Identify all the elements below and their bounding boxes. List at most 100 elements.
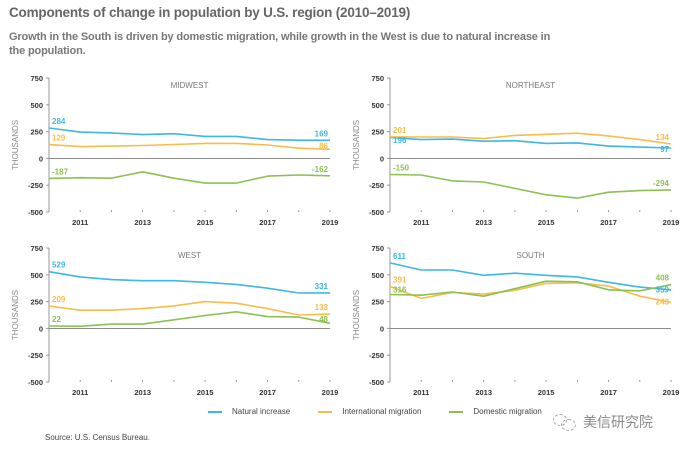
chart-subtitle: Growth in the South is driven by domesti… bbox=[9, 31, 551, 57]
northeast-x-tick-label: 2011 bbox=[413, 218, 429, 227]
west-x-tick-label: 2011 bbox=[72, 388, 88, 397]
midwest-y-tick-label: 0 bbox=[39, 154, 43, 163]
midwest-x-tick-label: 2011 bbox=[72, 218, 88, 227]
south-line-domestic-migration bbox=[389, 280, 672, 298]
midwest-end-label-international-migration: 86 bbox=[319, 141, 328, 150]
legend-swatch-domestic-migration bbox=[449, 410, 464, 413]
legend-swatch-natural-increase bbox=[208, 410, 222, 413]
watermark-text: 美信研究院 bbox=[583, 414, 653, 430]
midwest-line-domestic-migration bbox=[48, 171, 331, 184]
south-start-label-domestic-migration: 316 bbox=[393, 285, 407, 294]
south-x-tick-label: 2015 bbox=[538, 388, 555, 397]
west-start-label-domestic-migration: 22 bbox=[52, 315, 61, 324]
west-y-axis-title: THOUSANDS bbox=[11, 290, 20, 340]
northeast-x-tick-label: 2013 bbox=[475, 218, 492, 227]
legend-swatch-international-migration bbox=[318, 410, 333, 413]
northeast-y-tick-label: -500 bbox=[369, 208, 384, 217]
northeast-y-tick-label: 500 bbox=[371, 101, 384, 110]
south-end-label-international-migration: 243 bbox=[656, 298, 670, 307]
northeast-end-label-natural-increase: 97 bbox=[660, 145, 669, 154]
midwest-start-label-international-migration: 129 bbox=[52, 134, 66, 143]
south-line-natural-increase bbox=[389, 262, 672, 291]
northeast-x-tick-label: 2015 bbox=[538, 218, 555, 227]
west-end-label-natural-increase: 331 bbox=[315, 282, 329, 291]
midwest-y-tick-label: 750 bbox=[30, 74, 43, 83]
northeast-y-tick-label: 250 bbox=[371, 128, 384, 137]
northeast-line-natural-increase bbox=[389, 136, 672, 149]
northeast-x-tick-label: 2017 bbox=[600, 218, 617, 227]
northeast-line-domestic-migration bbox=[389, 173, 672, 199]
midwest-start-label-domestic-migration: -187 bbox=[52, 167, 69, 176]
wechat-icon bbox=[553, 414, 576, 431]
midwest-y-tick-label: 250 bbox=[30, 128, 43, 137]
midwest-line-natural-increase bbox=[48, 127, 331, 142]
midwest-x-tick-label: 2013 bbox=[134, 218, 151, 227]
west-panel-title: WEST bbox=[178, 251, 201, 260]
northeast-start-label-natural-increase: 196 bbox=[393, 136, 407, 145]
legend-item-domestic-migration: Domestic migration bbox=[449, 407, 542, 416]
west-y-tick-label: 0 bbox=[39, 324, 43, 333]
northeast-start-label-international-migration: 201 bbox=[393, 126, 407, 135]
south-y-tick-label: 750 bbox=[371, 244, 384, 253]
northeast-start-label-domestic-migration: -150 bbox=[393, 163, 410, 172]
west-y-tick-label: -250 bbox=[28, 351, 43, 360]
west-x-tick-label: 2015 bbox=[197, 388, 214, 397]
chart-title: Components of change in population by U.… bbox=[9, 5, 411, 20]
west-line-natural-increase bbox=[48, 270, 331, 294]
northeast-y-tick-label: 0 bbox=[380, 154, 384, 163]
west-x-tick-label: 2013 bbox=[134, 388, 151, 397]
south-start-label-natural-increase: 611 bbox=[393, 252, 406, 261]
south-y-tick-label: -250 bbox=[369, 351, 384, 360]
south-end-label-domestic-migration: 408 bbox=[656, 274, 670, 283]
northeast-line-international-migration bbox=[389, 132, 672, 145]
south-x-tick-label: 2013 bbox=[475, 388, 492, 397]
west-y-tick-label: 500 bbox=[30, 271, 43, 280]
west-start-label-natural-increase: 529 bbox=[52, 261, 66, 270]
midwest-y-tick-label: 500 bbox=[30, 101, 43, 110]
midwest-y-tick-label: -250 bbox=[28, 181, 43, 190]
west-y-tick-label: 250 bbox=[30, 298, 43, 307]
legend: Natural increase International migration… bbox=[208, 407, 542, 416]
midwest-start-label-natural-increase: 284 bbox=[52, 117, 66, 126]
south-y-tick-label: 500 bbox=[371, 271, 384, 280]
south-x-tick-label: 2019 bbox=[663, 388, 680, 397]
source-note: Source: U.S. Census Bureau. bbox=[45, 433, 150, 442]
northeast-y-tick-label: 750 bbox=[371, 74, 384, 83]
west-x-tick-label: 2019 bbox=[322, 388, 339, 397]
legend-label: Natural increase bbox=[232, 407, 291, 416]
south-x-tick-label: 2011 bbox=[413, 388, 429, 397]
south-panel-title: SOUTH bbox=[517, 251, 545, 260]
midwest-x-tick-label: 2017 bbox=[259, 218, 276, 227]
northeast-x-tick-label: 2019 bbox=[663, 218, 680, 227]
legend-label: International migration bbox=[342, 407, 422, 416]
south-end-label-natural-increase: 359 bbox=[656, 286, 670, 295]
midwest-line-international-migration bbox=[48, 142, 331, 150]
watermark: 美信研究院 bbox=[553, 412, 653, 432]
midwest-x-tick-label: 2015 bbox=[197, 218, 214, 227]
northeast-y-tick-label: -250 bbox=[369, 181, 384, 190]
west-line-international-migration bbox=[48, 300, 331, 316]
south-y-tick-label: -500 bbox=[369, 378, 384, 387]
midwest-end-label-natural-increase: 169 bbox=[315, 129, 329, 138]
northeast-y-axis-title: THOUSANDS bbox=[352, 120, 361, 170]
west-x-tick-label: 2017 bbox=[259, 388, 276, 397]
midwest-x-tick-label: 2019 bbox=[322, 218, 339, 227]
west-end-label-domestic-migration: 48 bbox=[319, 315, 328, 324]
northeast-end-label-international-migration: 134 bbox=[656, 133, 670, 142]
northeast-panel-title: NORTHEAST bbox=[506, 81, 555, 90]
west-y-tick-label: -500 bbox=[28, 378, 43, 387]
legend-item-international-migration: International migration bbox=[318, 407, 421, 416]
northeast-end-label-domestic-migration: -294 bbox=[653, 179, 670, 188]
west-start-label-international-migration: 209 bbox=[52, 295, 66, 304]
west-line-domestic-migration bbox=[48, 310, 331, 328]
midwest-y-tick-label: -500 bbox=[28, 208, 43, 217]
south-x-tick-label: 2017 bbox=[600, 388, 617, 397]
south-y-axis-title: THOUSANDS bbox=[352, 290, 361, 340]
south-y-tick-label: 250 bbox=[371, 298, 384, 307]
midwest-end-label-domestic-migration: -162 bbox=[312, 165, 329, 174]
midwest-y-axis-title: THOUSANDS bbox=[11, 120, 20, 170]
south-start-label-international-migration: 391 bbox=[393, 275, 407, 284]
midwest-panel-title: MIDWEST bbox=[171, 81, 209, 90]
south-y-tick-label: 0 bbox=[380, 324, 384, 333]
